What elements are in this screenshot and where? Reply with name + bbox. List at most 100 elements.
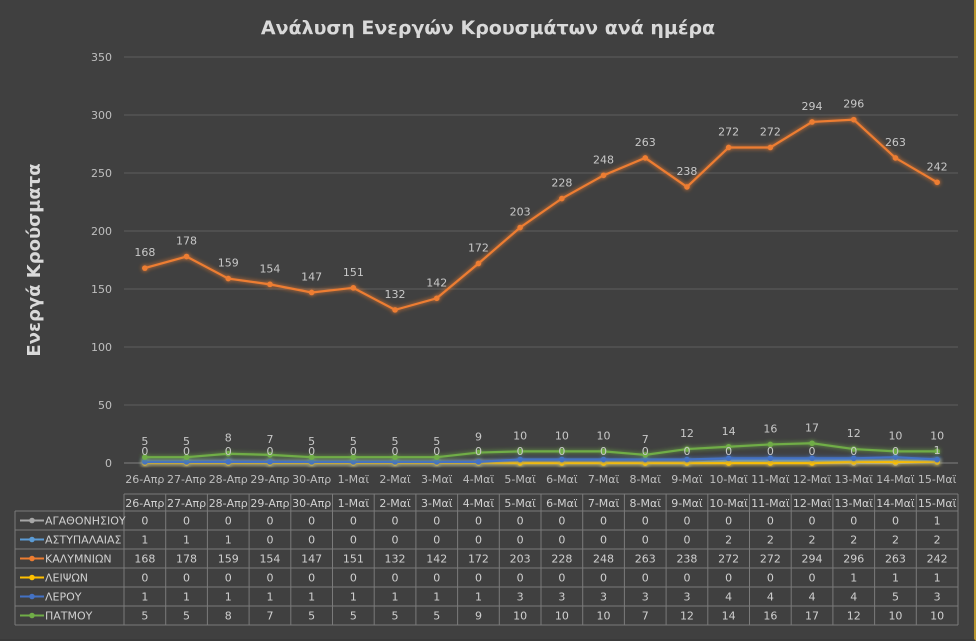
table-cell: 0 — [392, 534, 399, 547]
data-label: 159 — [218, 257, 239, 270]
table-cell: 0 — [266, 534, 273, 547]
table-cell: 0 — [892, 515, 899, 528]
data-point — [684, 184, 690, 190]
data-point — [183, 459, 190, 465]
data-label: 272 — [718, 125, 739, 138]
table-cell: 14 — [722, 610, 736, 623]
data-label: 5 — [433, 435, 440, 448]
table-header-cell: 27-Απρ — [167, 497, 206, 510]
table-cell: 3 — [934, 591, 941, 604]
table-cell: 7 — [642, 610, 649, 623]
x-tick-label: 8-Μαϊ — [630, 473, 662, 486]
table-cell: 2 — [892, 534, 899, 547]
table-cell: 0 — [392, 572, 399, 585]
table-cell: 9 — [475, 610, 482, 623]
table-cell: 5 — [183, 610, 190, 623]
table-header-cell: 10-Μαϊ — [709, 497, 748, 510]
table-cell: 272 — [760, 553, 781, 566]
data-point — [433, 295, 440, 302]
table-cell: 0 — [433, 515, 440, 528]
data-point — [642, 452, 649, 458]
data-label: 0 — [725, 445, 732, 458]
x-tick-label: 15-Μαϊ — [918, 473, 957, 486]
data-label: 0 — [266, 445, 273, 458]
y-tick-label: 100 — [91, 341, 112, 354]
table-cell: 10 — [888, 610, 902, 623]
table-cell: 2 — [809, 534, 816, 547]
table-cell: 2 — [850, 534, 857, 547]
table-cell: 0 — [308, 534, 315, 547]
data-point — [350, 454, 357, 461]
table-cell: 2 — [767, 534, 774, 547]
series-line — [144, 456, 938, 463]
data-label: 142 — [426, 276, 447, 289]
x-tick-label: 28-Απρ — [209, 473, 248, 486]
table-cell: 0 — [725, 572, 732, 585]
data-point — [433, 459, 440, 465]
data-point — [850, 446, 857, 452]
data-label: 168 — [134, 246, 155, 259]
table-cell: 10 — [555, 610, 569, 623]
y-tick-label: 150 — [91, 283, 112, 296]
table-header-cell: 9-Μαϊ — [671, 497, 703, 510]
x-tick-label: 5-Μαϊ — [504, 473, 536, 486]
table-cell: 1 — [475, 591, 482, 604]
table-cell: 0 — [141, 572, 148, 585]
data-label: 10 — [597, 429, 611, 442]
table-cell: 7 — [266, 610, 273, 623]
table-cell: 3 — [558, 591, 565, 604]
table-cell: 0 — [725, 515, 732, 528]
table-cell: 0 — [183, 572, 190, 585]
data-point — [892, 459, 899, 465]
table-cell: 0 — [642, 515, 649, 528]
table-header-cell: 14-Μαϊ — [876, 497, 915, 510]
data-label: 7 — [266, 433, 273, 446]
table-cell: 1 — [266, 591, 273, 604]
table-cell: 1 — [141, 591, 148, 604]
table-header-cell: 4-Μαϊ — [463, 497, 495, 510]
data-label: 172 — [468, 241, 489, 254]
data-point — [809, 460, 815, 466]
table-cell: 0 — [266, 515, 273, 528]
data-label: 5 — [308, 435, 315, 448]
x-tick-label: 3-Μαϊ — [421, 473, 453, 486]
table-cell: 0 — [683, 572, 690, 585]
data-label: 5 — [141, 435, 148, 448]
table-cell: 5 — [308, 610, 315, 623]
table-cell: 296 — [843, 553, 864, 566]
x-tick-label: 10-Μαϊ — [709, 473, 748, 486]
table-cell: 2 — [725, 534, 732, 547]
data-label: 0 — [308, 445, 315, 458]
y-tick-label: 50 — [98, 399, 112, 412]
table-cell: 151 — [343, 553, 364, 566]
data-point — [142, 265, 148, 271]
table-cell: 0 — [350, 572, 357, 585]
x-tick-label: 1-Μαϊ — [338, 473, 370, 486]
data-label: 1 — [934, 444, 941, 457]
data-point — [809, 455, 815, 462]
table-cell: 0 — [809, 515, 816, 528]
table-header-cell: 26-Απρ — [125, 497, 164, 510]
data-point — [725, 460, 732, 466]
table-cell: 147 — [301, 553, 322, 566]
series-ΚΑΛΥΜΝΙΩΝ — [142, 116, 940, 313]
x-tick-label: 27-Απρ — [167, 473, 206, 486]
data-label: 154 — [259, 262, 280, 275]
table-cell: 0 — [600, 572, 607, 585]
data-label: 10 — [513, 429, 527, 442]
table-cell: 1 — [392, 591, 399, 604]
legend-label: ΑΣΤΥΠΑΛΑΙΑΣ — [45, 534, 122, 547]
data-point — [517, 456, 523, 463]
table-cell: 0 — [475, 572, 482, 585]
table-cell: 0 — [600, 515, 607, 528]
data-point — [809, 119, 815, 125]
table-cell: 168 — [134, 553, 155, 566]
data-point — [809, 440, 815, 447]
table-cell: 0 — [767, 515, 774, 528]
legend-label: ΛΕΡΟΥ — [45, 591, 82, 604]
series-ΛΕΡΟΥ — [142, 454, 940, 465]
data-point — [892, 155, 899, 161]
table-cell: 5 — [392, 610, 399, 623]
data-label: 294 — [802, 100, 823, 113]
